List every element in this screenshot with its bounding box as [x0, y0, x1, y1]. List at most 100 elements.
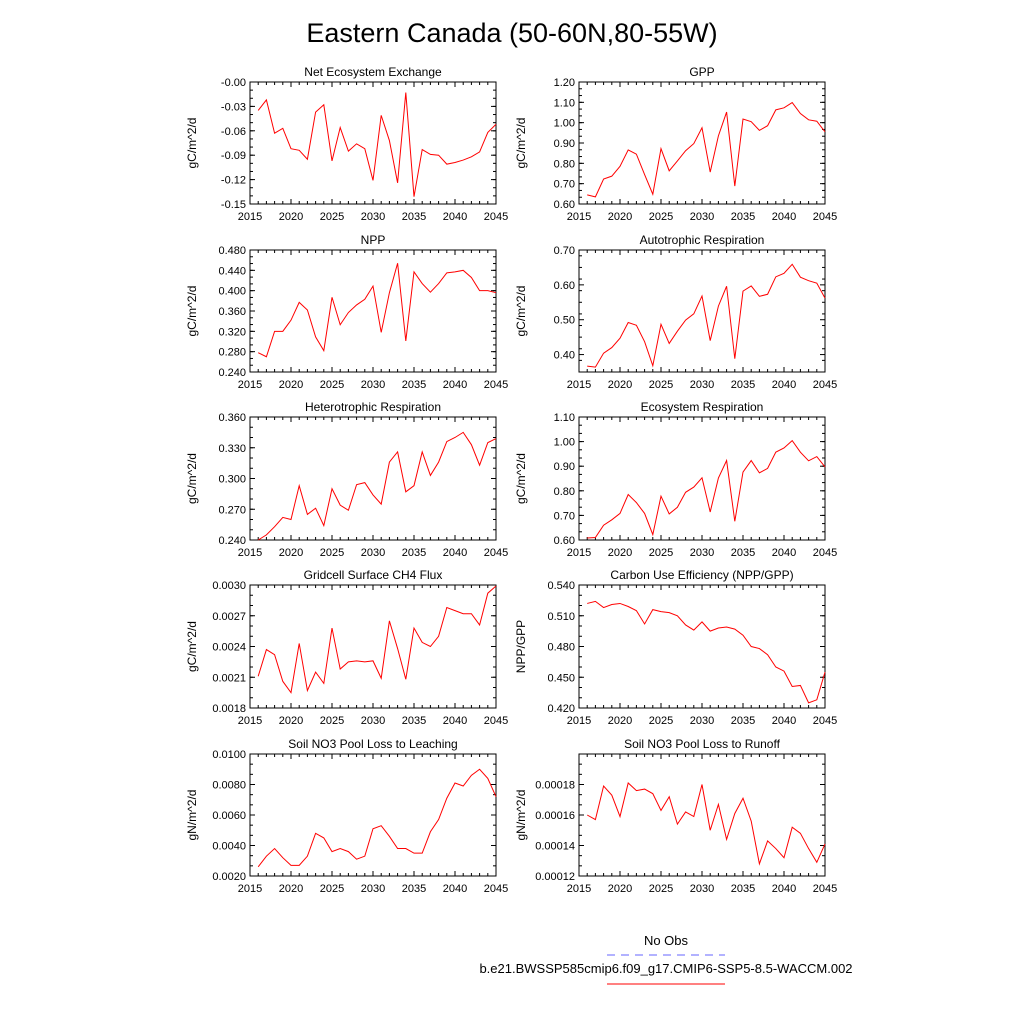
y-tick-label: 0.0020	[212, 871, 246, 883]
x-tick-label: 2040	[772, 379, 796, 391]
x-tick-label: 2015	[238, 379, 262, 391]
x-tick-label: 2035	[731, 547, 755, 559]
series-line	[257, 431, 497, 541]
y-tick-label: 0.0080	[212, 780, 246, 792]
x-tick-label: 2025	[649, 211, 673, 223]
y-tick-label: 0.80	[554, 158, 575, 170]
x-tick-label: 2025	[320, 715, 344, 727]
x-tick-label: 2045	[813, 211, 837, 223]
y-tick-label: 0.50	[554, 315, 575, 327]
y-tick-label: 0.00014	[535, 841, 575, 853]
x-tick-label: 2020	[279, 379, 303, 391]
y-tick-label: 0.280	[218, 347, 246, 359]
panel-9: Soil NO3 Pool Loss to Runoff 2015 2020 2025…	[514, 737, 837, 895]
plot-frame	[249, 753, 497, 877]
y-axis-label: gC/m^2/d	[185, 118, 199, 169]
x-tick-label: 2040	[772, 883, 796, 895]
x-tick-label: 2035	[402, 379, 426, 391]
panel-title: Ecosystem Respiration	[641, 400, 764, 414]
x-tick-label: 2020	[279, 211, 303, 223]
y-tick-label: 0.80	[554, 486, 575, 498]
panel-title: Soil NO3 Pool Loss to Runoff	[624, 737, 781, 751]
series-line	[587, 101, 826, 198]
plot-frame	[249, 81, 497, 205]
x-tick-label: 2020	[608, 715, 632, 727]
y-axis-label: gC/m^2/d	[185, 453, 199, 504]
x-tick-label: 2040	[443, 715, 467, 727]
y-tick-label: 1.10	[554, 412, 575, 424]
x-tick-label: 2045	[484, 883, 508, 895]
y-tick-label: 0.400	[218, 286, 246, 298]
y-axis-label: gN/m^2/d	[514, 790, 528, 841]
x-tick-label: 2025	[649, 883, 673, 895]
x-tick-label: 2015	[238, 547, 262, 559]
y-tick-label: 0.00016	[535, 810, 575, 822]
panel-title: Carbon Use Efficiency (NPP/GPP)	[610, 568, 793, 582]
x-tick-label: 2030	[361, 883, 385, 895]
y-tick-label: 0.360	[218, 306, 246, 318]
x-tick-label: 2015	[238, 211, 262, 223]
x-tick-label: 2030	[361, 547, 385, 559]
y-tick-label: 1.10	[554, 97, 575, 109]
x-tick-label: 2025	[320, 379, 344, 391]
y-axis-label: NPP/GPP	[514, 620, 528, 673]
x-tick-label: 2045	[484, 715, 508, 727]
y-tick-label: -0.00	[221, 77, 246, 89]
figure-title: Eastern Canada (50-60N,80-55W)	[306, 18, 717, 48]
y-tick-label: 0.270	[218, 504, 246, 516]
x-tick-label: 2045	[813, 883, 837, 895]
x-tick-label: 2025	[649, 547, 673, 559]
y-tick-label: -0.12	[221, 175, 246, 187]
y-axis-label: gC/m^2/d	[514, 118, 528, 169]
y-tick-label: 0.00018	[535, 780, 575, 792]
y-tick-label: 0.330	[218, 443, 246, 455]
x-tick-label: 2035	[731, 883, 755, 895]
x-tick-label: 2040	[443, 211, 467, 223]
plot-frame	[578, 753, 826, 877]
y-tick-label: -0.03	[221, 101, 246, 113]
y-axis-label: gC/m^2/d	[185, 621, 199, 672]
panel-title: GPP	[689, 65, 714, 79]
panel-1: GPP 2015 2020 2025 2030 2035 2040 2045 1.20 1.10 1…	[514, 65, 837, 223]
x-tick-label: 2045	[484, 211, 508, 223]
x-tick-label: 2015	[238, 715, 262, 727]
x-tick-label: 2015	[567, 715, 591, 727]
panel-title: Soil NO3 Pool Loss to Leaching	[288, 737, 457, 751]
panel-2: NPP 2015 2020 2025 2030 2035 2040 2045 0.480 0.44…	[185, 233, 508, 391]
y-tick-label: 0.60	[554, 535, 575, 547]
y-tick-label: -0.09	[221, 150, 246, 162]
series-line	[586, 782, 826, 866]
y-tick-label: 0.40	[554, 350, 575, 362]
x-tick-label: 2020	[608, 547, 632, 559]
x-tick-label: 2020	[279, 883, 303, 895]
y-tick-label: 0.60	[554, 199, 575, 211]
y-tick-label: 0.70	[554, 179, 575, 191]
x-tick-label: 2030	[690, 715, 714, 727]
legend-model-label: b.e21.BWSSP585cmip6.f09_g17.CMIP6-SSP5-8…	[479, 961, 852, 976]
x-tick-label: 2025	[320, 883, 344, 895]
y-tick-label: 0.90	[554, 461, 575, 473]
y-tick-label: 0.540	[547, 580, 575, 592]
y-tick-label: 0.60	[554, 280, 575, 292]
y-tick-label: 0.70	[554, 245, 575, 257]
x-tick-label: 2030	[690, 547, 714, 559]
x-tick-label: 2030	[361, 211, 385, 223]
x-tick-label: 2030	[690, 211, 714, 223]
x-tick-label: 2035	[731, 211, 755, 223]
x-tick-label: 2040	[443, 379, 467, 391]
plot-frame	[249, 584, 497, 709]
x-tick-label: 2030	[690, 379, 714, 391]
x-tick-label: 2020	[608, 379, 632, 391]
y-tick-label: 0.480	[547, 642, 575, 654]
plot-frame	[578, 584, 826, 709]
y-tick-label: 0.420	[547, 703, 575, 715]
x-tick-label: 2035	[731, 715, 755, 727]
y-tick-label: 0.90	[554, 138, 575, 150]
x-tick-label: 2045	[813, 715, 837, 727]
x-tick-label: 2015	[567, 379, 591, 391]
x-tick-label: 2035	[402, 547, 426, 559]
x-tick-label: 2035	[731, 379, 755, 391]
y-tick-label: 0.0018	[212, 703, 246, 715]
y-tick-label: 0.320	[218, 326, 246, 338]
